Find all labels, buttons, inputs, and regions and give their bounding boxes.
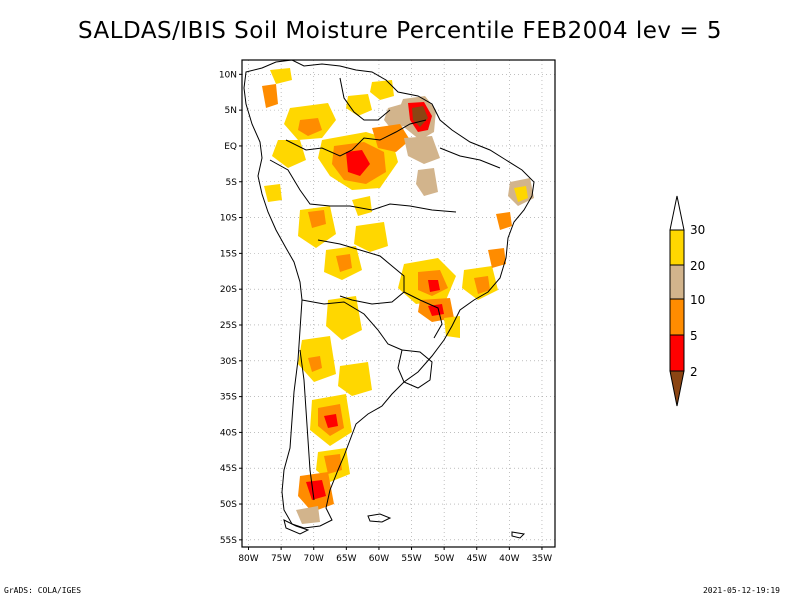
percentile-patch (296, 506, 320, 524)
percentile-patch (298, 206, 336, 248)
latitude-labels: 10N 5N EQ 5S 10S 15S 20S 25S 30S 35S 40S 45S 50S 55S (219, 70, 242, 546)
lat-tick-label: EQ (224, 142, 237, 152)
country-border (285, 119, 427, 157)
lat-tick-label: 5N (225, 106, 237, 116)
lat-tick-label: 25S (220, 321, 237, 331)
percentile-patch (416, 168, 438, 196)
percentile-patch (326, 296, 362, 340)
percentile-patch (262, 84, 278, 108)
percentile-patch (324, 454, 342, 474)
country-border (301, 299, 403, 351)
percentile-patch (346, 94, 372, 116)
colorbar-band-2-5 (669, 334, 685, 372)
lon-tick-label: 60W (369, 554, 389, 564)
lat-tick-label: 45S (220, 464, 237, 474)
percentile-patch (270, 68, 292, 84)
percentile-patch (514, 186, 528, 202)
country-border (403, 291, 443, 339)
colorbar-label-5: 5 (690, 329, 698, 343)
lat-tick-label: 15S (220, 249, 237, 259)
colorbar-band-5-10 (669, 298, 685, 336)
percentile-patch (264, 184, 282, 202)
lon-tick-label: 50W (434, 554, 454, 564)
percentile-patch (346, 150, 370, 176)
coastlines (243, 59, 535, 539)
lat-tick-label: 20S (220, 285, 237, 295)
lon-tick-label: 65W (336, 554, 356, 564)
percentile-patch (372, 124, 410, 152)
island-outline (511, 531, 526, 539)
country-border (439, 147, 501, 169)
percentile-patch (336, 254, 352, 272)
map-title: SALDAS/IBIS Soil Moisture Percentile FEB… (77, 18, 723, 44)
percentile-patch (338, 362, 372, 396)
lon-tick-label: 55W (401, 554, 421, 564)
lat-tick-label: 10S (220, 214, 237, 224)
island-outline (283, 519, 310, 535)
lat-tick-label: 5S (226, 178, 238, 188)
colorbar-band-20-30 (669, 229, 685, 266)
percentile-patch (412, 106, 428, 127)
percentile-patch (324, 414, 338, 428)
percentile-patch (404, 136, 440, 164)
country-border (397, 349, 433, 389)
map-frame (241, 59, 556, 548)
lat-tick-label: 30S (220, 357, 237, 367)
percentile-patch (428, 280, 440, 292)
lat-tick-label: 50S (220, 500, 237, 510)
percentile-patch (308, 210, 326, 228)
island-outline (367, 513, 392, 523)
lon-tick-label: 35W (532, 554, 552, 564)
percentile-patch (352, 196, 372, 216)
lat-tick-label: 55S (220, 536, 237, 546)
colorbar-band-10-20 (669, 264, 685, 300)
percentile-patch (306, 480, 326, 500)
colorbar-label-20: 20 (690, 259, 705, 273)
lon-tick-label: 75W (271, 554, 291, 564)
lat-tick-label: 35S (220, 393, 237, 403)
percentile-patch (298, 118, 322, 136)
percentile-patch (354, 222, 388, 252)
lat-tick-label: 40S (220, 428, 237, 438)
colorbar-top-arrow (669, 195, 685, 231)
footer-credit: GrADS: COLA/IGES (4, 586, 82, 595)
country-border (339, 77, 391, 121)
colorbar-bottom-arrow (669, 370, 685, 407)
continent-outline (243, 59, 535, 529)
percentile-patch (370, 80, 394, 100)
country-border (269, 159, 457, 213)
colorbar-label-30: 30 (690, 223, 705, 237)
percentile-shading (262, 68, 534, 524)
percentile-patch (308, 356, 322, 372)
colorbar-label-2: 2 (690, 365, 698, 379)
country-border (299, 349, 315, 501)
lat-tick-label: 10N (219, 70, 237, 80)
colorbar: 30 20 10 5 2 (669, 195, 705, 407)
longitude-labels: 80W 75W 70W 65W 60W 55W 50W 45W 40W 35W (238, 547, 552, 564)
colorbar-label-10: 10 (690, 293, 705, 307)
percentile-patch (488, 248, 506, 268)
lon-tick-label: 70W (304, 554, 324, 564)
country-border (317, 239, 405, 305)
percentile-patch (272, 140, 306, 168)
footer-timestamp: 2021-05-12-19:19 (702, 586, 780, 595)
percentile-patch (496, 212, 512, 230)
lon-tick-label: 80W (238, 554, 258, 564)
percentile-patch (474, 276, 490, 294)
percentile-patch (428, 304, 444, 316)
lon-tick-label: 40W (499, 554, 519, 564)
lon-tick-label: 45W (467, 554, 487, 564)
